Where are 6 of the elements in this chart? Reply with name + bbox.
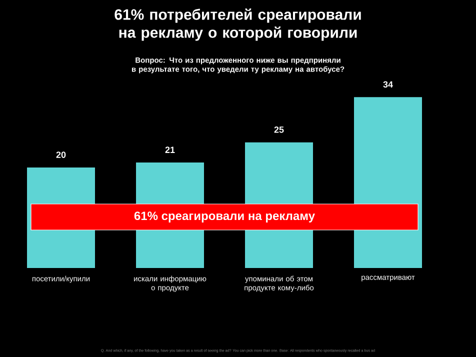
chart-title: 61% потребителей среагировали на рекламу о которой говорили xyxy=(114,8,361,41)
data-label: 20 xyxy=(56,152,66,158)
data-label: 25 xyxy=(274,126,284,133)
annotation: 61% среагировали на рекламу xyxy=(134,212,315,222)
data-label: 21 xyxy=(165,146,175,153)
data-label: 34 xyxy=(383,81,393,88)
